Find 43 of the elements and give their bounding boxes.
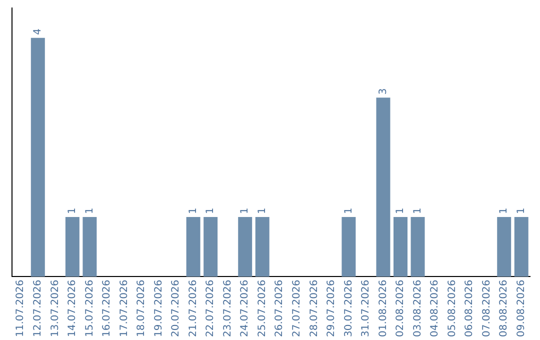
x-tick-label: 05.08.2026 [446, 280, 458, 338]
x-tick-label: 01.08.2026 [378, 280, 389, 338]
data-label: 1 [84, 208, 96, 214]
x-tick-label: 31.07.2026 [360, 280, 372, 338]
x-tick-label: 07.08.2026 [481, 280, 492, 338]
x-tick-label: 12.07.2026 [32, 280, 44, 338]
x-tick-label: 14.07.2026 [67, 280, 78, 338]
x-tick-label: 28.07.2026 [308, 280, 320, 338]
data-label: 1 [516, 208, 527, 214]
x-tick-label: 06.08.2026 [464, 280, 476, 338]
x-tick-label: 19.07.2026 [153, 280, 164, 338]
x-tick-label: 09.08.2026 [516, 280, 527, 338]
x-tick-label: 24.07.2026 [240, 280, 251, 338]
x-tick-label: 21.07.2026 [188, 280, 199, 338]
x-tick-label: 04.08.2026 [430, 280, 441, 338]
x-tick-label: 22.07.2026 [205, 280, 216, 338]
x-tick-label: 23.07.2026 [222, 280, 234, 338]
data-label: 1 [67, 208, 78, 214]
x-tick-label: 18.07.2026 [136, 280, 148, 338]
x-tick-label: 29.07.2026 [326, 280, 338, 338]
data-label: 1 [205, 208, 216, 214]
x-tick-label: 17.07.2026 [118, 280, 130, 338]
x-tick-label: 26.07.2026 [274, 280, 286, 338]
x-tick-label: 02.08.2026 [395, 280, 406, 338]
data-label: 1 [240, 208, 251, 214]
x-tick-label: 13.07.2026 [50, 280, 61, 338]
x-tick-label: 16.07.2026 [102, 280, 113, 338]
data-label: 3 [378, 88, 389, 95]
data-label: 1 [498, 208, 510, 214]
data-label: 1 [343, 208, 354, 214]
data-label: 4 [32, 28, 44, 35]
x-tick-label: 30.07.2026 [343, 280, 354, 338]
x-tick-label: 08.08.2026 [498, 280, 510, 338]
x-tick-label: 25.07.2026 [256, 280, 268, 338]
data-label: 1 [256, 208, 268, 214]
x-tick-label: 27.07.2026 [291, 280, 302, 338]
data-label: 1 [412, 208, 424, 214]
x-tick-label: 11.07.2026 [15, 280, 26, 338]
x-tick-label: 03.08.2026 [412, 280, 424, 338]
x-tick-label: 20.07.2026 [170, 280, 182, 338]
x-tick-label: 15.07.2026 [84, 280, 96, 338]
data-label: 1 [395, 208, 406, 214]
data-label: 1 [188, 208, 199, 214]
